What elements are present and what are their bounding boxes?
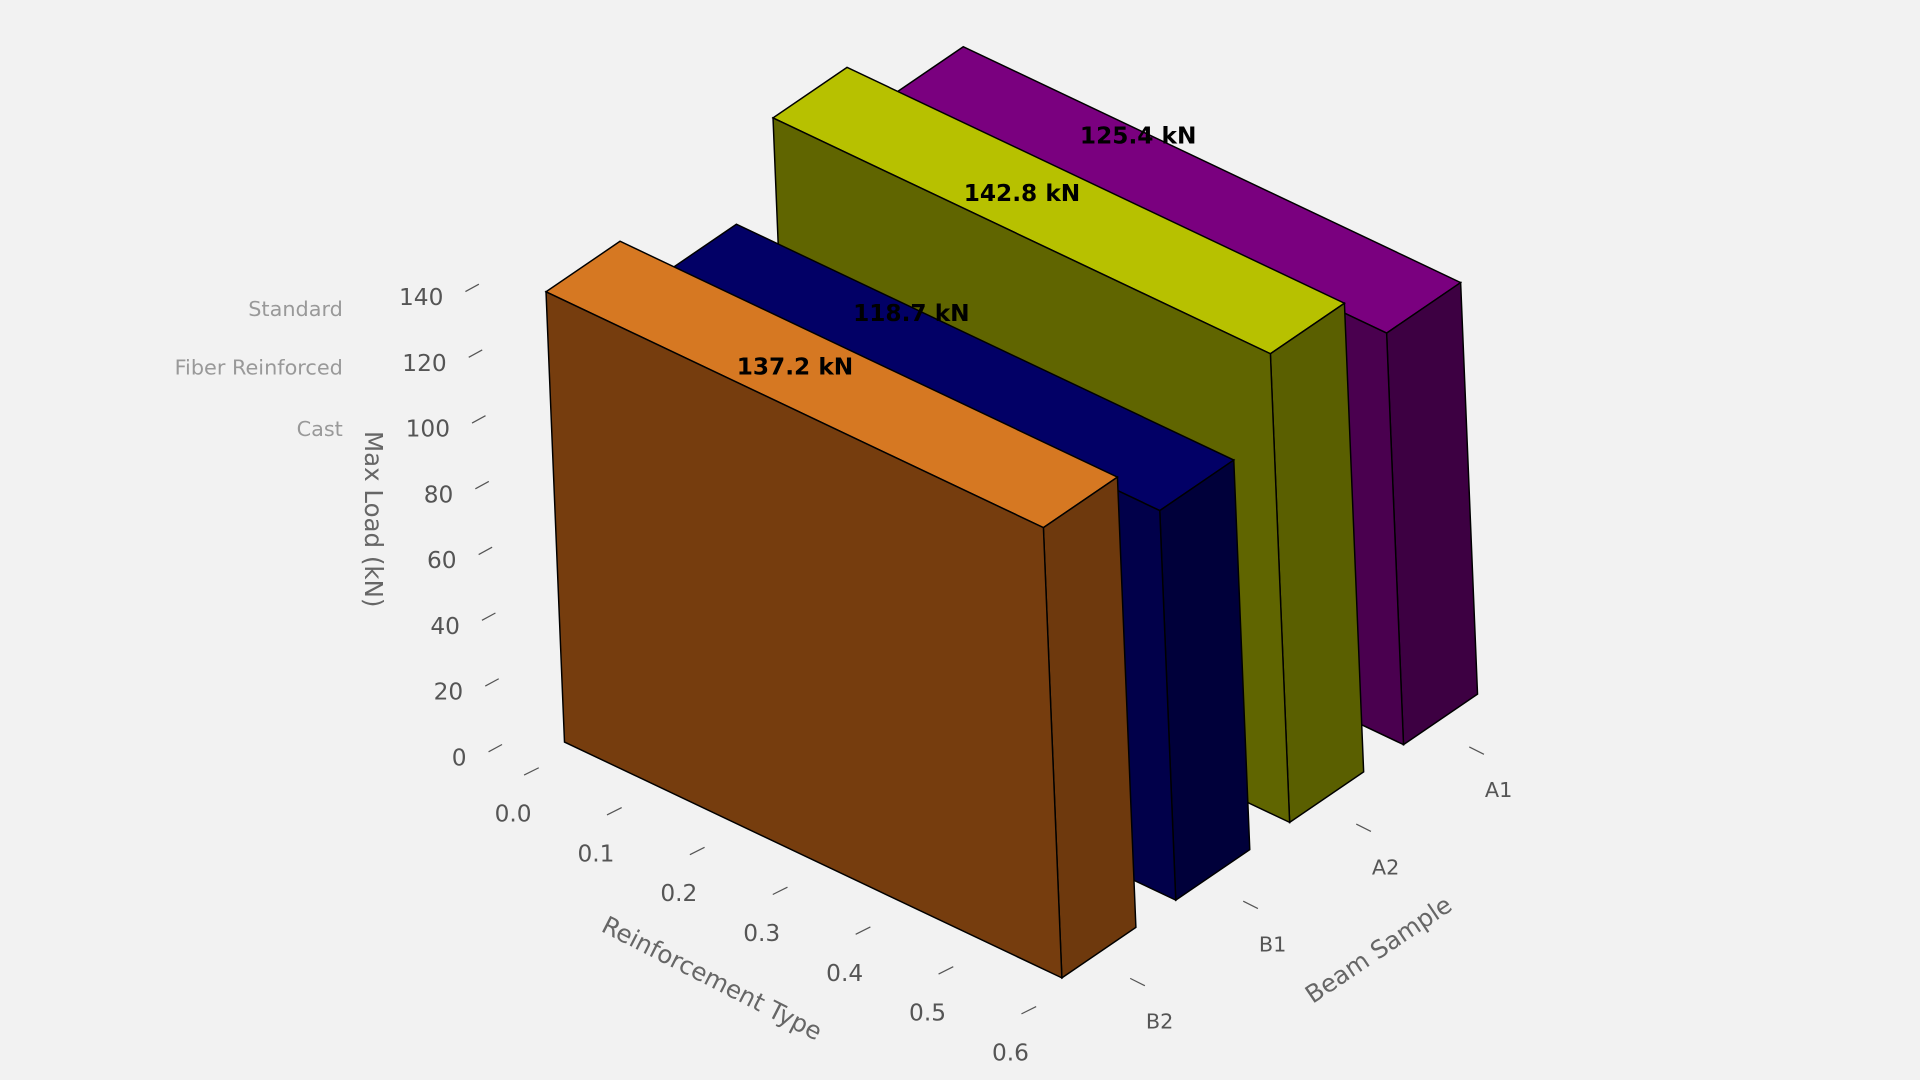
category-label-fiber-reinforced: Fiber Reinforced: [175, 356, 343, 380]
z-axis-title: Max Load (kN): [359, 431, 388, 607]
z-tick-label: 60: [427, 547, 457, 574]
x-tick-label: 0.2: [660, 880, 697, 907]
z-tick-mark: [484, 678, 500, 687]
x-tick-label: 0.1: [577, 840, 614, 867]
y-axis-title: Beam Sample: [1300, 890, 1457, 1009]
bar-B2: [544, 240, 1137, 980]
z-tick-mark: [465, 283, 480, 293]
z-tick-label: 40: [430, 613, 460, 640]
z-tick-label: 0: [452, 744, 467, 771]
category-label-standard: Standard: [248, 297, 343, 321]
x-tick-mark: [689, 846, 705, 856]
z-tick-label: 20: [434, 679, 464, 706]
x-tick-mark: [606, 807, 622, 816]
z-tick-mark: [488, 743, 503, 753]
data-label: 118.7 kN: [853, 300, 970, 327]
x-tick-label: 0.5: [909, 1000, 946, 1027]
x-tick-mark: [523, 767, 540, 776]
x-tick-mark: [772, 886, 788, 896]
y-tick-mark: [1242, 900, 1259, 910]
category-label-cast: Cast: [297, 417, 343, 441]
x-tick-mark: [855, 926, 871, 935]
x-tick-mark: [1021, 1005, 1037, 1015]
z-tick-mark: [478, 546, 493, 556]
y-tick-label: A2: [1372, 855, 1399, 879]
bar-front-face: [545, 290, 1063, 980]
y-tick-label: B1: [1259, 932, 1287, 956]
y-tick-mark: [1129, 977, 1146, 987]
y-tick-mark: [1468, 746, 1485, 755]
x-tick-label: 0.0: [495, 801, 532, 828]
x-tick-label: 0.3: [743, 920, 780, 947]
z-tick-label: 80: [424, 481, 454, 508]
x-axis-title: Reinforcement Type: [597, 910, 827, 1046]
data-label: 137.2 kN: [737, 354, 854, 381]
x-tick-label: 0.4: [826, 960, 863, 987]
z-tick-mark: [475, 480, 490, 490]
x-tick-mark: [938, 966, 954, 975]
z-tick-mark: [471, 415, 486, 424]
data-label: 142.8 kN: [964, 180, 1081, 207]
z-tick-label: 120: [402, 350, 446, 377]
y-tick-label: B2: [1146, 1010, 1174, 1034]
y-tick-label: A1: [1485, 778, 1512, 802]
z-tick-label: 100: [406, 416, 450, 443]
data-label: 125.4 kN: [1080, 122, 1197, 149]
x-tick-label: 0.6: [992, 1039, 1029, 1066]
z-tick-mark: [481, 612, 496, 621]
z-tick-label: 140: [399, 284, 443, 311]
y-tick-mark: [1355, 823, 1372, 832]
z-tick-mark: [468, 349, 483, 358]
